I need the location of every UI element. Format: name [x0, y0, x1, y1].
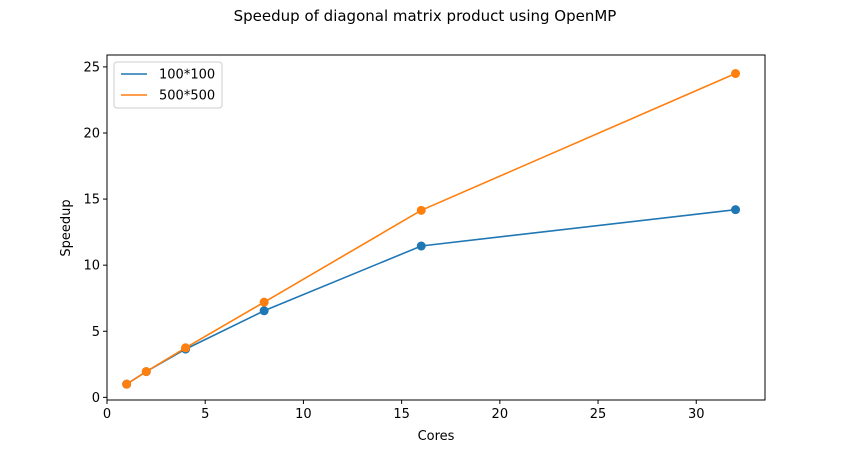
- series-500*500: [122, 69, 741, 389]
- plot-area-frame: [106, 54, 766, 401]
- data-point: [731, 69, 741, 79]
- y-tick-label: 10: [83, 259, 100, 274]
- y-axis-label: Speedup: [59, 199, 74, 256]
- x-tick-label: 15: [393, 407, 410, 422]
- x-tick-label: 5: [201, 407, 209, 422]
- y-axis-ticks: 0 5 10 15 20 25: [83, 60, 107, 406]
- x-tick-label: 20: [492, 407, 509, 422]
- y-tick-label: 0: [92, 391, 100, 406]
- legend: 100*100 500*500: [113, 61, 223, 109]
- series-line: [126, 72, 736, 385]
- data-point: [731, 205, 741, 215]
- data-point: [259, 306, 269, 316]
- legend-label: 500*500: [159, 89, 215, 104]
- data-point: [416, 205, 426, 215]
- y-tick-label: 5: [92, 325, 100, 340]
- data-point: [416, 241, 426, 251]
- x-axis-ticks: 0 5 10 15 20 25 30: [103, 400, 705, 422]
- series-100*100: [122, 205, 741, 389]
- data-point: [122, 379, 132, 389]
- data-point: [259, 297, 269, 307]
- x-axis-label: Cores: [418, 429, 455, 444]
- x-tick-label: 0: [103, 407, 111, 422]
- chart-title: Speedup of diagonal matrix product using…: [234, 7, 617, 25]
- x-tick-label: 30: [688, 407, 705, 422]
- y-tick-label: 15: [83, 193, 100, 208]
- data-point: [181, 343, 191, 353]
- x-tick-label: 10: [295, 407, 312, 422]
- data-point: [141, 367, 151, 377]
- y-tick-label: 25: [83, 60, 100, 75]
- series-line: [126, 208, 736, 385]
- legend-label: 100*100: [159, 68, 215, 83]
- x-tick-label: 25: [590, 407, 607, 422]
- y-tick-label: 20: [83, 126, 100, 141]
- series-layer: [122, 69, 741, 389]
